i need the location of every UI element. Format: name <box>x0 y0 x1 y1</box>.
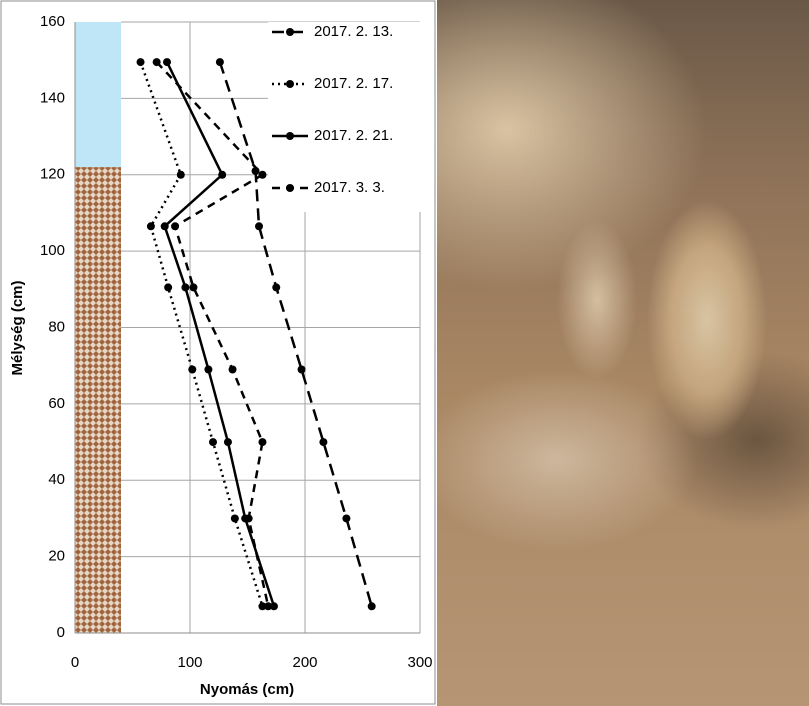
data-point <box>258 171 266 179</box>
y-tick-label: 100 <box>40 242 65 259</box>
chart: Mélység (cm) Nyomás (cm) 0 20 40 60 80 100 120… <box>0 0 437 706</box>
data-point <box>137 58 145 66</box>
y-tick-label: 140 <box>40 89 65 106</box>
y-tick-label: 80 <box>48 318 65 335</box>
soil-band <box>75 167 121 633</box>
legend-label: 2017. 2. 21. <box>314 127 393 144</box>
x-axis-title: Nyomás (cm) <box>200 681 294 698</box>
data-point <box>188 366 196 374</box>
data-point <box>204 366 212 374</box>
legend-label: 2017. 2. 17. <box>314 75 393 92</box>
data-point <box>153 58 161 66</box>
data-point <box>368 602 376 610</box>
data-point <box>224 438 232 446</box>
data-point <box>272 283 280 291</box>
legend-marker <box>286 132 294 140</box>
soil-photo <box>437 0 809 706</box>
data-point <box>258 438 266 446</box>
y-tick-label: 40 <box>48 471 65 488</box>
data-point <box>319 438 327 446</box>
data-point <box>161 222 169 230</box>
legend-marker <box>286 28 294 36</box>
data-point <box>177 171 185 179</box>
y-tick-label: 20 <box>48 548 65 565</box>
data-point <box>245 514 253 522</box>
data-point <box>189 283 197 291</box>
legend-label: 2017. 3. 3. <box>314 179 385 196</box>
data-point <box>264 602 272 610</box>
data-point <box>216 58 224 66</box>
data-point <box>218 171 226 179</box>
data-point <box>231 514 239 522</box>
data-point <box>171 222 179 230</box>
data-point <box>147 222 155 230</box>
y-tick-label: 120 <box>40 166 65 183</box>
data-point <box>298 366 306 374</box>
y-tick-label: 160 <box>40 13 65 30</box>
legend-label: 2017. 2. 13. <box>314 23 393 40</box>
data-point <box>342 514 350 522</box>
x-tick-label: 100 <box>177 654 202 671</box>
y-axis-title: Mélység (cm) <box>9 280 26 375</box>
x-tick-label: 0 <box>71 654 79 671</box>
data-point <box>255 222 263 230</box>
data-point <box>209 438 217 446</box>
x-tick-label: 300 <box>407 654 432 671</box>
y-tick-label: 60 <box>48 395 65 412</box>
legend-marker <box>286 184 294 192</box>
data-point <box>164 283 172 291</box>
legend-marker <box>286 80 294 88</box>
y-tick-label: 0 <box>57 624 65 641</box>
x-tick-label: 200 <box>292 654 317 671</box>
data-point <box>229 366 237 374</box>
data-point <box>163 58 171 66</box>
screen: Mélység (cm) Nyomás (cm) 0 20 40 60 80 100 120… <box>0 0 809 706</box>
legend: 2017. 2. 13. 2017. 2. 17. 2017. 2. 21. 2017… <box>268 22 432 212</box>
data-point <box>181 283 189 291</box>
soil-band <box>75 22 121 167</box>
